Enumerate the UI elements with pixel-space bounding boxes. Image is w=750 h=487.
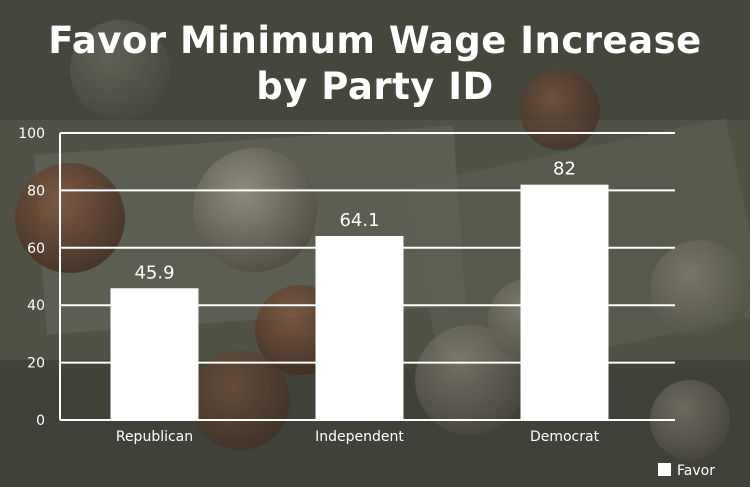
y-tick-label: 40	[27, 298, 45, 314]
y-tick-label: 100	[18, 126, 45, 142]
y-tick-label: 80	[27, 183, 45, 199]
bar	[315, 236, 404, 420]
y-tick-label: 20	[27, 356, 45, 372]
y-tick-label: 0	[36, 413, 45, 429]
bar	[110, 288, 199, 420]
x-tick-label: Republican	[116, 429, 193, 445]
chart-title-line-1: Favor Minimum Wage Increase	[48, 19, 702, 62]
legend-swatch	[658, 463, 671, 476]
data-label: 45.9	[134, 262, 174, 283]
bar	[520, 184, 609, 420]
data-label: 82	[553, 159, 576, 180]
y-tick-label: 60	[27, 241, 45, 257]
x-tick-label: Democrat	[530, 429, 600, 445]
data-label: 64.1	[339, 210, 379, 231]
legend-label: Favor	[677, 463, 715, 479]
chart-title-line-2: by Party ID	[256, 65, 494, 108]
chart-title: Favor Minimum Wage Increase by Party ID	[0, 18, 750, 110]
x-tick-label: Independent	[315, 429, 404, 445]
